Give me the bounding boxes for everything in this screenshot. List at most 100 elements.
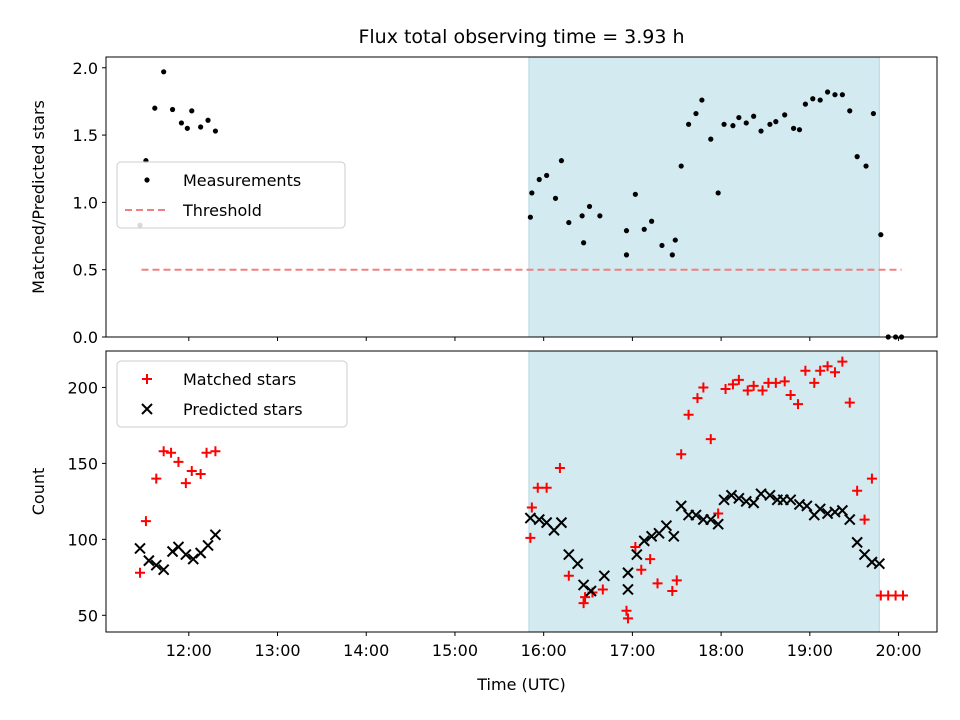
data-point — [690, 509, 702, 521]
y-tick-label: 2.0 — [73, 59, 98, 78]
data-point — [796, 127, 803, 133]
data-point — [541, 482, 552, 493]
data-point — [836, 504, 849, 517]
data-point — [597, 213, 603, 219]
data-point — [814, 503, 826, 515]
data-point — [180, 478, 191, 489]
data-point — [733, 374, 744, 385]
data-point — [533, 513, 545, 526]
data-point — [785, 390, 796, 401]
data-point — [169, 106, 176, 113]
data-point — [623, 228, 630, 234]
data-point — [184, 125, 190, 131]
data-point — [725, 489, 738, 502]
data-point — [597, 584, 608, 595]
y-tick-label: 150 — [67, 454, 98, 473]
data-point — [742, 385, 753, 396]
data-point — [563, 570, 574, 581]
data-point — [151, 473, 162, 484]
data-point — [824, 89, 831, 95]
data-point — [527, 214, 533, 220]
data-point — [134, 542, 146, 555]
data-point — [897, 590, 908, 601]
x-tick-label: 14:00 — [343, 641, 389, 660]
data-point — [878, 232, 884, 238]
x-tick-label: 16:00 — [521, 641, 567, 660]
data-point — [668, 530, 680, 543]
data-point — [809, 377, 820, 388]
data-point — [566, 219, 572, 226]
data-point — [713, 508, 724, 519]
observing-span — [528, 56, 880, 338]
data-point — [189, 108, 195, 114]
data-point — [205, 117, 211, 123]
data-point — [832, 92, 838, 98]
data-point — [186, 465, 197, 476]
x-tick-label: 19:00 — [787, 641, 833, 660]
x-tick-label: 13:00 — [254, 641, 300, 660]
data-point — [730, 123, 736, 129]
data-point — [718, 494, 730, 506]
data-point — [652, 578, 663, 589]
data-point — [790, 125, 797, 131]
data-point — [195, 469, 206, 480]
data-point — [863, 163, 869, 169]
y-tick-label: 0.0 — [73, 328, 98, 347]
x-tick-label: 18:00 — [698, 641, 744, 660]
legend-swatch — [142, 374, 152, 384]
data-point — [143, 554, 155, 567]
data-point — [524, 512, 537, 524]
data-point — [859, 514, 870, 525]
data-point — [659, 242, 665, 249]
data-point — [645, 554, 656, 565]
data-point — [645, 530, 658, 543]
data-point — [683, 409, 694, 420]
data-point — [870, 110, 877, 117]
axes-frame — [105, 56, 938, 338]
legend-swatch — [144, 177, 150, 183]
data-point — [636, 564, 647, 575]
data-point — [632, 191, 638, 197]
data-point — [140, 516, 151, 527]
data-point — [210, 446, 221, 457]
data-point — [685, 121, 692, 127]
data-point — [581, 240, 587, 246]
y-tick-label: 50 — [78, 606, 98, 625]
data-point — [178, 120, 185, 126]
y-axis-label: Count — [29, 468, 48, 516]
data-point — [727, 379, 738, 390]
data-point — [578, 598, 589, 609]
x-tick-label: 15:00 — [432, 641, 478, 660]
data-point — [822, 361, 833, 372]
data-point — [161, 69, 167, 75]
legend: Measurements Threshold — [116, 161, 346, 229]
data-point — [751, 113, 757, 119]
x-tick-label: 17:00 — [609, 641, 655, 660]
data-point — [525, 532, 536, 543]
data-point — [536, 176, 542, 183]
top-panel: 0.0 0.5 1.0 1.5 2.0 Matched/Predicted stars Fl… — [29, 26, 938, 347]
data-point — [660, 519, 673, 532]
legend-box — [116, 161, 346, 229]
data-point — [815, 365, 826, 376]
observing-span — [528, 350, 880, 633]
data-point — [631, 548, 643, 561]
series-predicted-stars — [134, 488, 886, 597]
data-point — [866, 473, 877, 484]
data-point — [764, 489, 776, 502]
data-point — [847, 108, 853, 114]
data-point — [158, 446, 169, 457]
data-point — [733, 492, 745, 505]
data-point — [779, 376, 790, 387]
data-point — [800, 365, 811, 376]
data-point — [544, 172, 550, 179]
data-point — [580, 592, 591, 603]
data-point — [198, 124, 204, 130]
legend-swatch — [141, 403, 153, 415]
data-point — [698, 382, 709, 393]
data-point — [851, 536, 863, 549]
data-point — [552, 195, 559, 201]
data-point — [743, 120, 749, 126]
data-point — [748, 380, 759, 391]
data-point — [555, 516, 568, 529]
